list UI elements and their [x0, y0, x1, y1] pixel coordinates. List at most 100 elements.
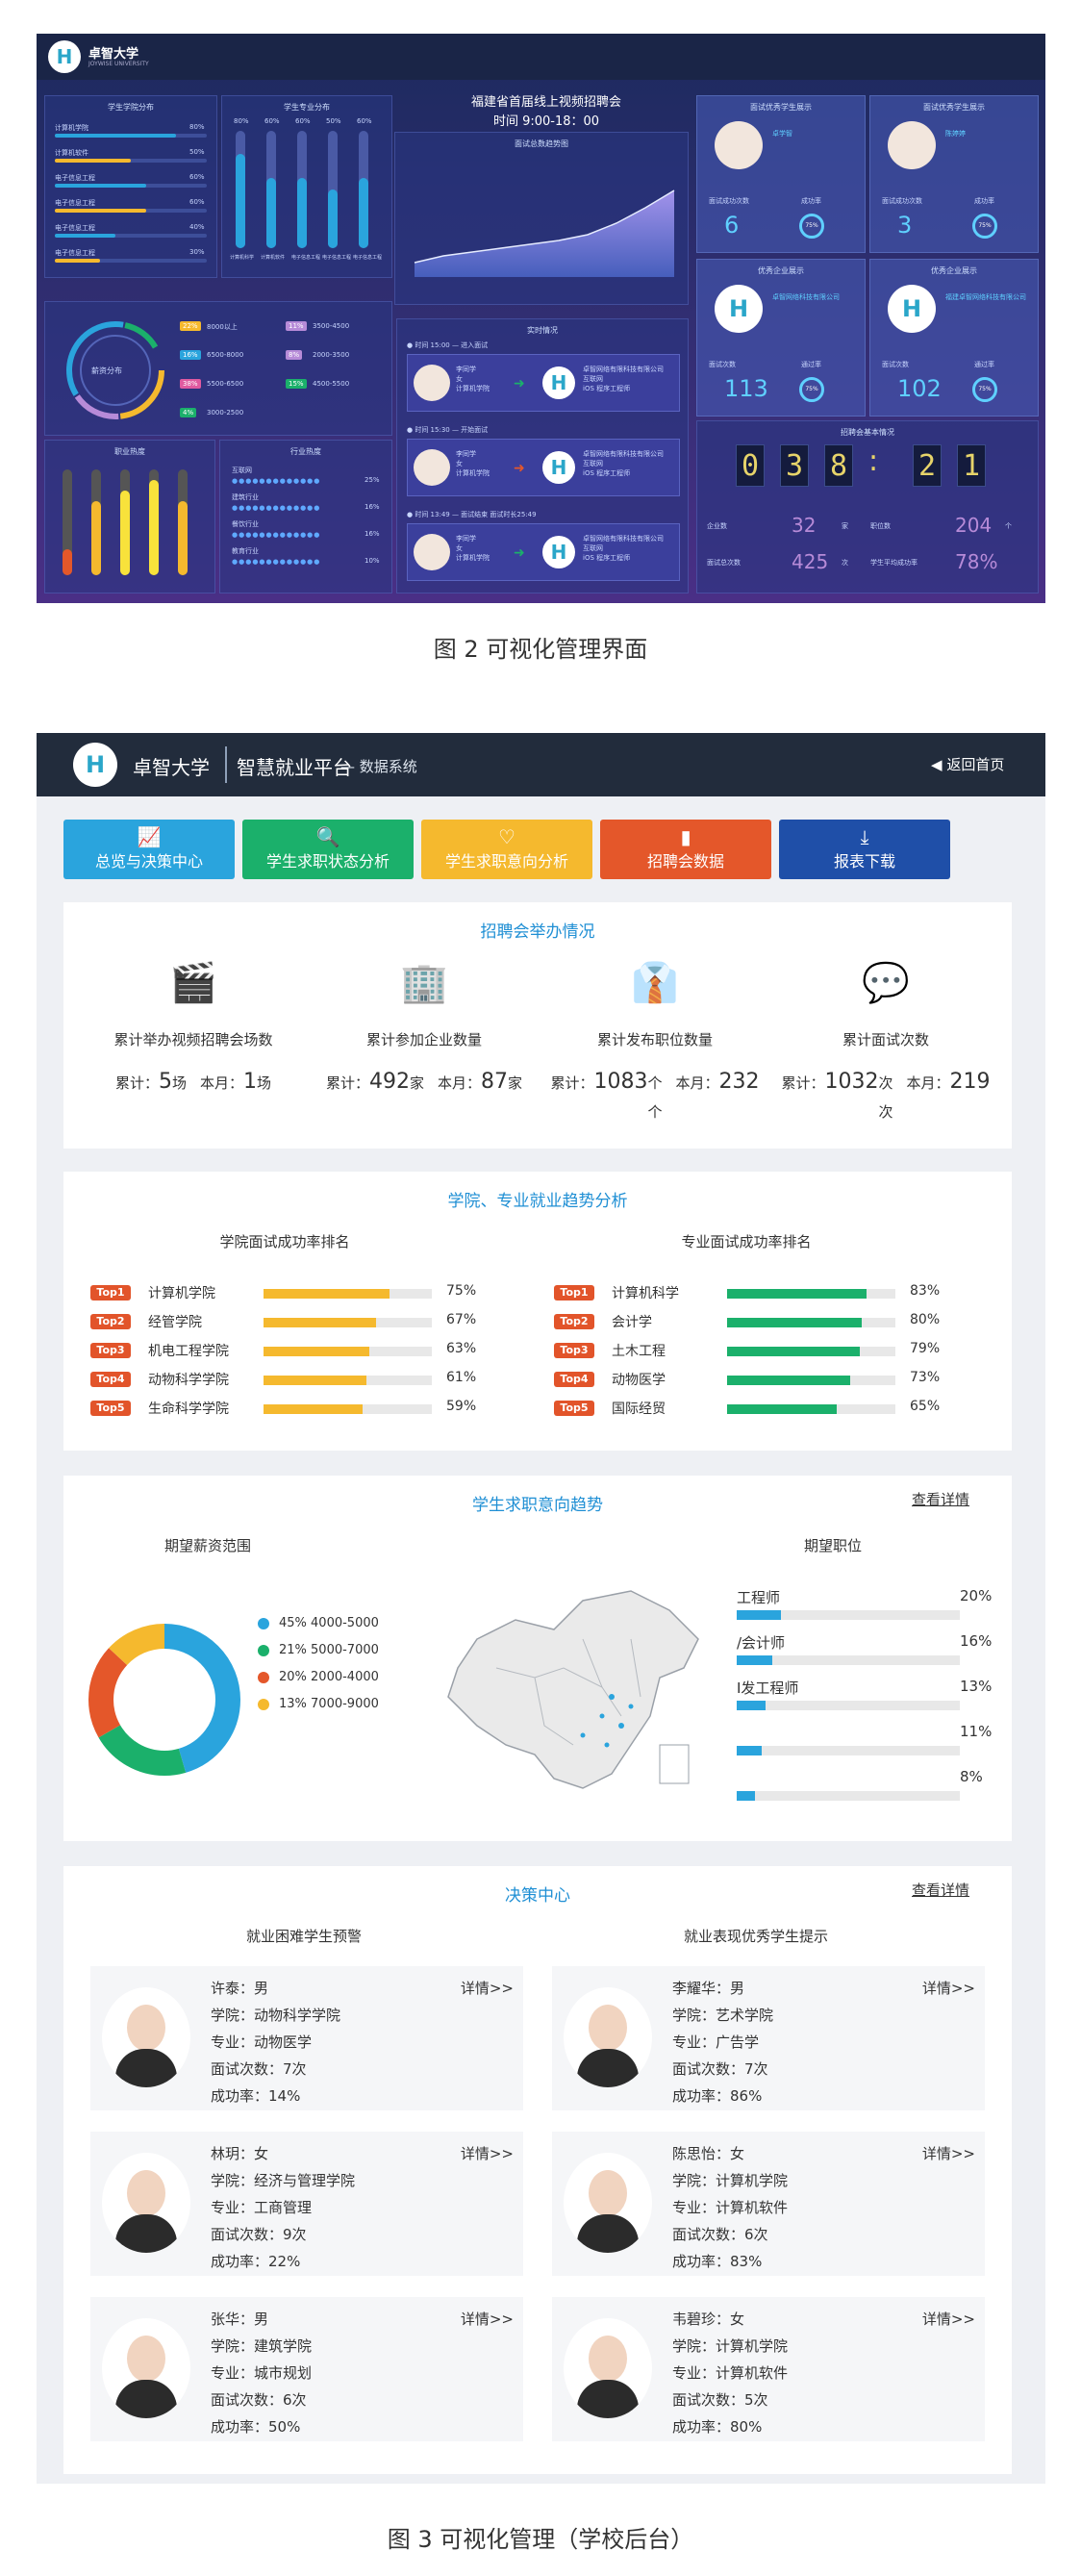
student-count: 面试次数：5次 [672, 2391, 768, 2409]
fair-item-stats: 累计：1032次 本月：219次 [775, 1068, 996, 1126]
vbar-label: 电子信息工程 [291, 255, 321, 261]
job-bar-fill [63, 548, 72, 575]
job-track [737, 1701, 960, 1710]
fair-total-pre: 累计： [325, 1074, 369, 1092]
card-a-value: 113 [724, 375, 768, 402]
rank-row: Top2 会计学 80% [554, 1312, 958, 1331]
arrow-icon: ➜ [514, 461, 525, 476]
card-a-label: 面试成功次数 [709, 197, 749, 205]
salary-donut-chart [88, 1624, 240, 1776]
tab-label: 招聘会数据 [646, 852, 724, 871]
student-count: 面试次数：6次 [211, 2391, 307, 2409]
tab-icon: ♡ [498, 825, 515, 848]
fair-item-label: 累计面试次数 [842, 1031, 929, 1048]
dashboard-screenshot: H 卓智大学 JOYWISE UNIVERSITY 学生学院分布 计算机学院 80… [37, 34, 1045, 603]
job-bar-track [91, 469, 101, 575]
student-rate: 成功率：86% [672, 2087, 763, 2105]
student-name: 陈思怡：女 [672, 2145, 745, 2162]
vbar-label: 计算机软件 [261, 255, 286, 261]
detail-link[interactable]: 详情>> [921, 2311, 975, 2328]
basic-unit: 个 [1005, 522, 1012, 530]
card-a-value: 102 [897, 375, 942, 402]
face [589, 2005, 627, 2051]
section-title: 学生求职意向趋势 [472, 1496, 603, 1515]
student-card: 详情>> 李耀华：男 学院：艺术学院 专业：广告学 面试次数：7次 成功率：86% [552, 1966, 985, 2110]
rank-pct: 73% [910, 1370, 941, 1385]
rank-name: 生命科学学院 [148, 1402, 229, 1417]
industry-heat-panel: 行业热度 互联网 ●●●●●●●●●●●●● 25% 建筑行业 ●●●●●●●●●●●●… [219, 440, 392, 593]
industry-dots: ●●●●●●●●●●●●● [232, 558, 321, 566]
showcase-card: 优秀企业展示 H 卓智网络科技有限公司 面试次数 113 通过率 75% [696, 259, 866, 417]
basic-unit: 家 [842, 522, 848, 530]
tab-3[interactable]: ♡ 学生求职意向分析 [421, 820, 592, 879]
tab-5[interactable]: ⤓ 报表下载 [779, 820, 950, 879]
student-name: 韦碧珍：女 [672, 2311, 745, 2328]
tab-1[interactable]: 📈 总览与决策中心 [63, 820, 235, 879]
excellent-title: 就业表现优秀学生提示 [683, 1928, 828, 1945]
detail-link[interactable]: 详情>> [460, 2145, 514, 2162]
rank-tag: Top2 [554, 1314, 594, 1329]
realtime-person: 李同学 女 计算机学院 [456, 535, 490, 562]
rank-track [727, 1347, 895, 1356]
job-pct: 16% [960, 1632, 993, 1650]
college-distribution-panel: 学生学院分布 计算机学院 80% 计算机软件 50% 电子信息工程 60% 电子信息工程 60… [44, 95, 217, 278]
hbar-label: 计算机学院 [55, 124, 88, 132]
realtime-row: 李同学 女 计算机学院 ➜ H 卓智网络有限科技有限公司 互联网 iOS 程序工程师 [407, 523, 680, 581]
job-bar-fill [178, 501, 188, 575]
vbar-value: 60% [295, 117, 311, 125]
student-photo [102, 1987, 190, 2087]
card-b-label: 成功率 [974, 197, 994, 205]
rank-name: 国际经贸 [612, 1402, 666, 1417]
fair-total: 1083 [593, 1070, 648, 1094]
rank-track [264, 1289, 432, 1299]
rank-row: Top5 国际经贸 65% [554, 1399, 958, 1418]
intent-more-link[interactable]: 查看详情 [912, 1491, 970, 1508]
card-b-ring: 75% [972, 377, 997, 402]
hbar-fill [55, 209, 146, 213]
clapper-icon: 🎬 [169, 961, 217, 1005]
detail-link[interactable]: 详情>> [460, 1980, 514, 1997]
detail-link[interactable]: 详情>> [460, 2311, 514, 2328]
vbar-track [359, 131, 368, 248]
salary-range: 6500-8000 [207, 351, 244, 359]
salary-pct: 22% [180, 321, 201, 331]
company-logo-icon: H [542, 536, 575, 568]
hbar-value: 60% [189, 198, 205, 206]
rank-fill [727, 1404, 837, 1414]
header-bar: H 卓智大学 智慧就业平台 — 数据系统 ◀ 返回首页 [37, 733, 1045, 796]
fair-month: 219 [949, 1070, 991, 1094]
job-bar-fill [149, 480, 159, 575]
job-fill [737, 1701, 767, 1710]
salary-range: 3000-2500 [207, 409, 244, 417]
hbar-value: 80% [189, 123, 205, 131]
company-logo-icon: H [888, 285, 936, 333]
salary-range: 4500-5500 [313, 380, 350, 388]
tab-label: 学生求职状态分析 [265, 852, 390, 871]
job-bar-track [63, 469, 72, 575]
card-b-label: 成功率 [801, 197, 821, 205]
card-a-label: 面试成功次数 [882, 197, 922, 205]
hbar-fill [55, 134, 177, 138]
decision-more-link[interactable]: 查看详情 [912, 1881, 970, 1899]
shoulders [115, 2214, 177, 2253]
student-major: 专业：城市规划 [211, 2364, 313, 2382]
vbar-track [236, 131, 245, 248]
rank-track [264, 1404, 432, 1414]
detail-link[interactable]: 详情>> [921, 2145, 975, 2162]
clock-digit: 1 [957, 444, 986, 487]
student-photo [564, 2318, 652, 2418]
major-distribution-panel: 学生专业分布 80% 计算机科学 60% 计算机软件 60% 电子信息工程 50% 电子信息工… [221, 95, 392, 278]
rank-fill [264, 1318, 377, 1327]
back-home-button[interactable]: ◀ 返回首页 [931, 754, 1004, 774]
panel-title: 学生学院分布 [108, 103, 154, 112]
detail-link[interactable]: 详情>> [921, 1980, 975, 1997]
tab-4[interactable]: ▮ 招聘会数据 [600, 820, 771, 879]
rank-pct: 79% [910, 1341, 941, 1356]
face [127, 2005, 165, 2051]
tab-icon: ▮ [680, 825, 691, 848]
vbar-value: 80% [234, 117, 249, 125]
hbar-label: 计算机软件 [55, 149, 88, 157]
realtime-company: 卓智网络有限科技有限公司 互联网 iOS 程序工程师 [583, 450, 664, 477]
vbar-fill [297, 177, 307, 248]
tab-2[interactable]: 🔍 学生求职状态分析 [242, 820, 414, 879]
